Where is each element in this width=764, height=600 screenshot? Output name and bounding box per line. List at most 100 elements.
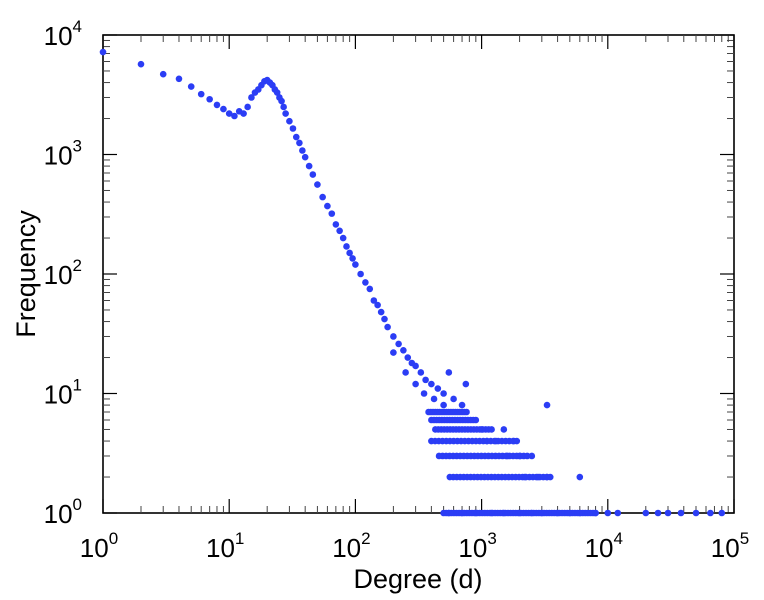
data-point xyxy=(614,509,622,517)
data-point xyxy=(402,369,409,376)
data-point xyxy=(309,171,317,178)
data-point xyxy=(377,308,385,316)
data-point xyxy=(412,362,419,370)
data-point xyxy=(343,243,350,250)
data-point xyxy=(523,452,531,460)
data-point xyxy=(513,437,521,445)
data-point xyxy=(374,301,381,309)
data-point xyxy=(543,401,551,409)
data-point xyxy=(305,162,313,170)
data-point xyxy=(292,133,300,141)
y-tick-exponent: 0 xyxy=(73,495,82,514)
data-point xyxy=(422,376,429,384)
data-point xyxy=(349,255,356,262)
data-point xyxy=(206,95,213,103)
data-point xyxy=(248,94,255,101)
data-point xyxy=(282,110,289,117)
data-point xyxy=(440,390,447,397)
x-tick-label: 105 xyxy=(711,529,749,563)
data-point xyxy=(299,147,306,154)
y-tick-label: 102 xyxy=(44,256,82,290)
data-point xyxy=(328,210,336,217)
data-point xyxy=(395,340,402,348)
data-point xyxy=(718,509,726,517)
data-point xyxy=(445,369,453,376)
x-tick-exponent: 5 xyxy=(740,529,749,548)
major-ticks xyxy=(102,34,735,514)
data-point xyxy=(240,110,247,117)
data-point xyxy=(296,139,303,147)
plot-frame xyxy=(102,34,735,514)
data-point xyxy=(244,103,251,111)
y-tick-exponent: 3 xyxy=(73,137,82,156)
data-point xyxy=(440,401,447,409)
data-point xyxy=(458,401,466,409)
x-tick-exponent: 3 xyxy=(487,529,496,548)
data-points xyxy=(99,48,726,517)
x-axis-title: Degree (d) xyxy=(353,564,482,594)
data-point xyxy=(314,181,321,188)
data-point xyxy=(528,452,536,460)
data-point xyxy=(654,509,662,517)
data-point xyxy=(187,83,195,90)
data-point xyxy=(381,315,388,323)
data-point xyxy=(231,112,238,120)
data-point xyxy=(664,509,672,517)
x-tick-label: 101 xyxy=(206,529,244,563)
y-tick-exponent: 4 xyxy=(73,17,82,36)
data-point xyxy=(390,333,397,340)
data-point xyxy=(273,89,281,96)
data-point xyxy=(592,509,599,517)
data-point xyxy=(366,285,374,293)
data-point xyxy=(175,75,183,83)
data-point xyxy=(420,390,428,397)
data-point xyxy=(472,416,480,424)
x-tick-label: 103 xyxy=(458,529,496,563)
data-point xyxy=(197,90,205,98)
data-point xyxy=(677,509,685,517)
data-point xyxy=(357,270,364,278)
data-point xyxy=(390,349,397,356)
data-point xyxy=(220,105,227,113)
data-point xyxy=(332,221,340,228)
data-point xyxy=(576,473,584,481)
x-tick-exponent: 4 xyxy=(614,529,623,548)
data-point xyxy=(319,193,326,201)
data-point xyxy=(213,101,221,109)
data-point xyxy=(99,48,107,56)
data-point xyxy=(352,261,359,268)
x-tick-label: 104 xyxy=(585,529,623,563)
x-tick-label: 100 xyxy=(80,529,118,563)
y-tick-exponent: 2 xyxy=(73,256,82,275)
data-point xyxy=(463,408,470,416)
data-point xyxy=(642,509,650,517)
data-point xyxy=(400,346,407,354)
data-point xyxy=(225,110,233,117)
data-point xyxy=(412,380,419,388)
x-tick-label: 102 xyxy=(332,529,370,563)
data-point xyxy=(500,426,508,433)
x-tick-exponent: 1 xyxy=(235,529,244,548)
data-point xyxy=(346,249,353,257)
data-point xyxy=(324,202,331,210)
data-point xyxy=(278,97,285,105)
data-point xyxy=(384,323,391,331)
data-point xyxy=(370,297,378,304)
data-point xyxy=(404,354,412,361)
data-point xyxy=(159,70,167,78)
data-point xyxy=(137,60,145,68)
data-point xyxy=(428,380,435,388)
y-tick-label: 101 xyxy=(44,376,82,410)
minor-ticks xyxy=(103,35,734,513)
data-point xyxy=(692,509,700,517)
y-tick-label: 100 xyxy=(44,495,82,529)
data-point xyxy=(339,234,347,242)
data-point xyxy=(286,117,293,125)
data-point xyxy=(434,385,442,392)
x-tick-exponent: 0 xyxy=(109,529,118,548)
y-tick-label: 104 xyxy=(44,17,82,51)
y-tick-label: 103 xyxy=(44,137,82,171)
y-tick-exponent: 1 xyxy=(73,376,82,395)
data-point xyxy=(280,103,287,111)
